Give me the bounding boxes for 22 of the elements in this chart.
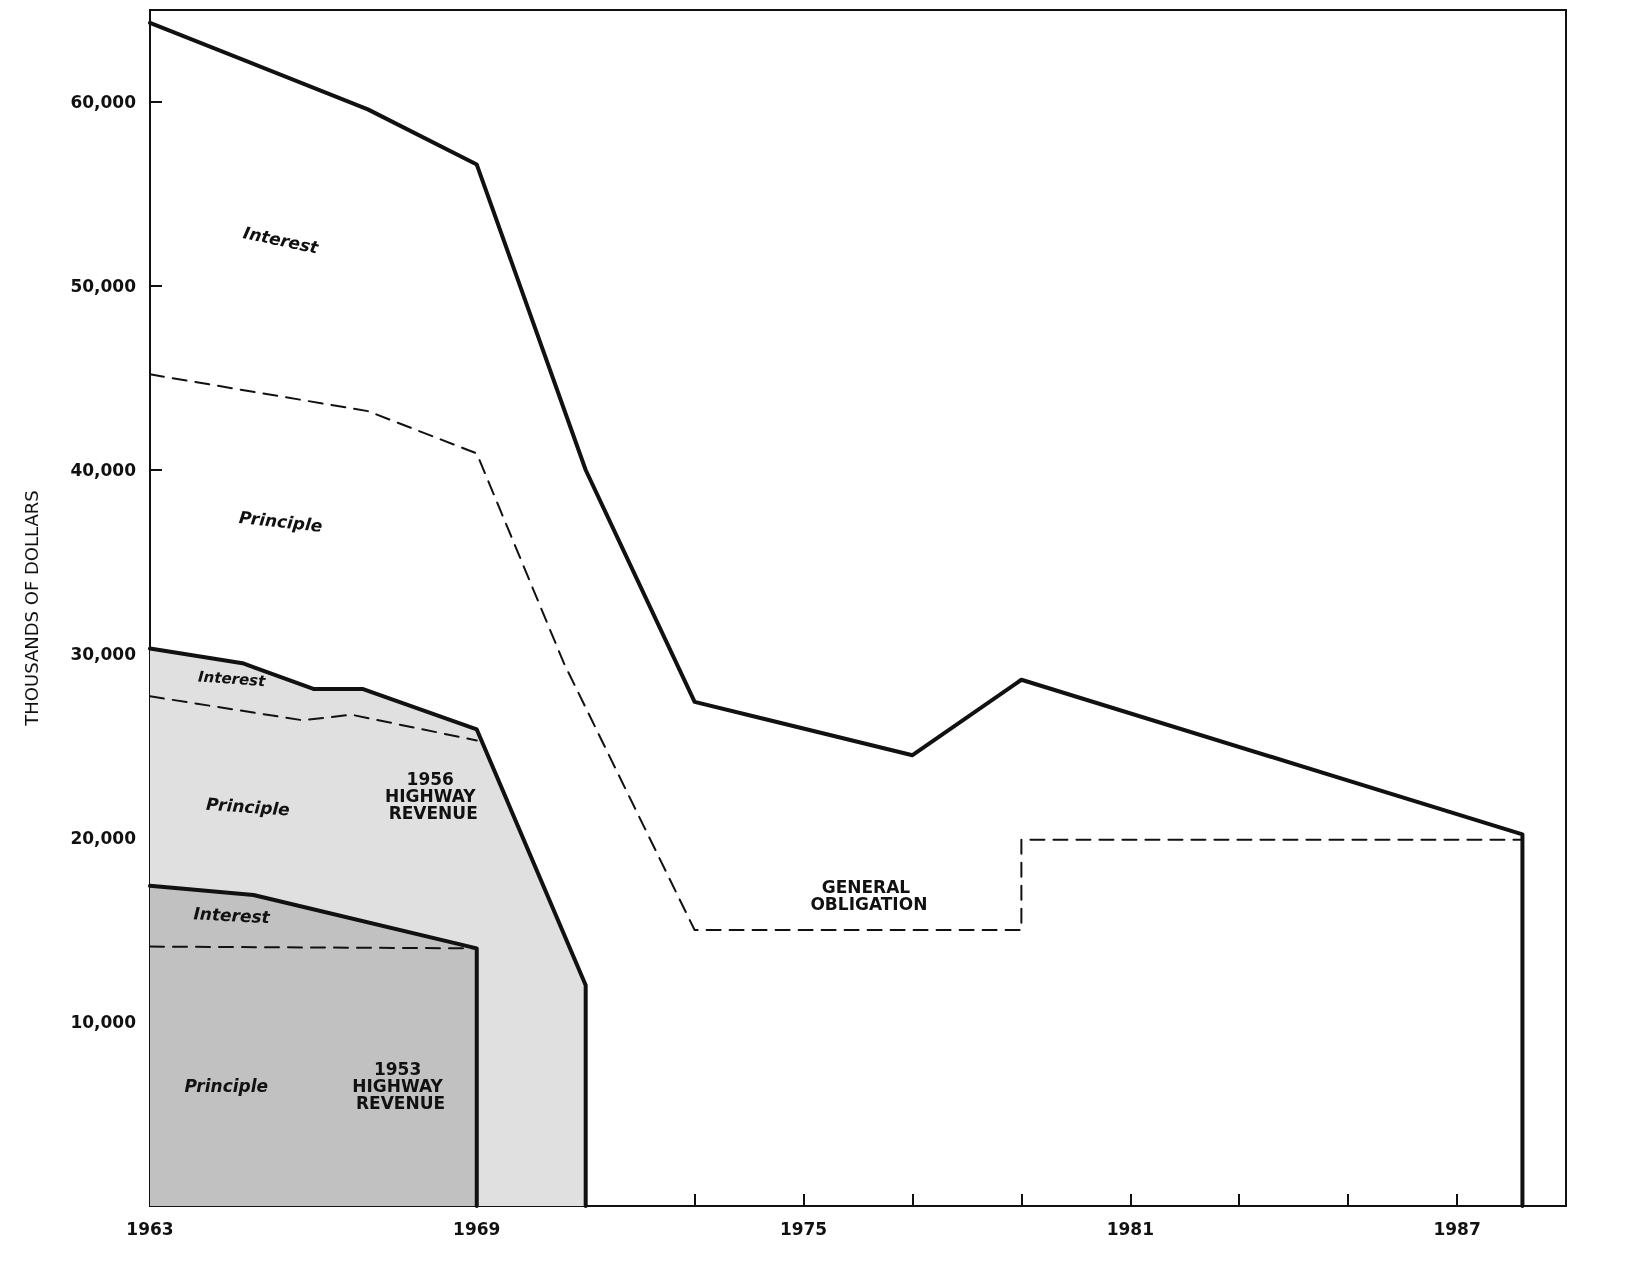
y-tick-label: 10,000 [70,1012,137,1032]
line-series [148,20,1525,1208]
y-tick-label: 60,000 [70,92,137,112]
x-tick-label: 1987 [1433,1218,1481,1239]
annotation: GENERAL OBLIGATION [810,876,928,914]
y-axis-title: THOUSANDS OF DOLLARS [20,490,42,727]
annotation: Interest [241,222,321,258]
annotation: Interest [193,903,272,928]
annotation: Interest [197,667,267,691]
y-tick-label: 30,000 [70,644,137,664]
annotation: Principle [238,507,324,536]
x-tick-label: 1981 [1106,1218,1154,1239]
annotation: Principle [184,1076,269,1097]
y-tick-label: 20,000 [70,828,137,848]
y-tick-label: 40,000 [70,460,137,480]
y-tick-label: 50,000 [70,276,137,296]
x-tick-label: 1975 [779,1218,828,1239]
annotation: 1956 HIGHWAY REVENUE [384,768,482,823]
annotation: Principle [205,793,291,820]
x-tick-label: 1969 [453,1218,501,1239]
annotation: 1953 HIGHWAY REVENUE [352,1059,449,1114]
x-tick-label: 1963 [126,1218,174,1239]
